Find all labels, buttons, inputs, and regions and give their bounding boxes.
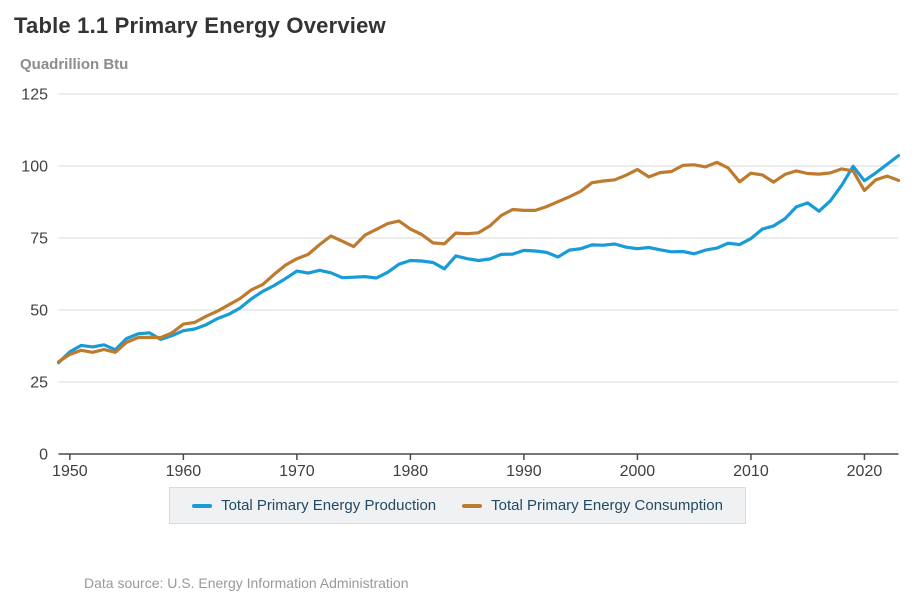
x-axis-tick-label: 1960 [166, 463, 202, 480]
x-axis-tick-label: 1950 [52, 463, 88, 480]
energy-overview-chart: 0 25 50 75 100 125 1950 1960 1970 1980 1990 2000 201… [21, 87, 901, 480]
x-axis-tick-label: 1970 [279, 463, 315, 480]
production-line-swatch [192, 503, 213, 508]
x-axis-tick-label: 2020 [847, 463, 883, 480]
y-axis-tick-label: 75 [30, 231, 48, 248]
legend-item-production[interactable]: Total Primary Energy Production [192, 497, 436, 514]
legend-label-consumption: Total Primary Energy Consumption [491, 497, 723, 514]
chart-legend: Total Primary Energy Production Total Pr… [0, 487, 915, 524]
legend-box: Total Primary Energy Production Total Pr… [169, 487, 746, 524]
chart-title: Table 1.1 Primary Energy Overview [14, 13, 386, 38]
x-axis-tick-label: 2000 [620, 463, 656, 480]
data-source-note: Data source: U.S. Energy Information Adm… [84, 575, 409, 591]
legend-item-consumption[interactable]: Total Primary Energy Consumption [462, 497, 723, 514]
y-axis-tick-label: 50 [30, 303, 48, 320]
x-axis-tick-label: 1990 [506, 463, 542, 480]
x-axis-tick-label: 2010 [733, 463, 769, 480]
consumption-line-swatch [462, 503, 483, 508]
y-axis-tick-label: 25 [30, 375, 48, 392]
consumption-line [56, 160, 901, 364]
units-label: Quadrillion Btu [20, 56, 129, 73]
production-line [56, 154, 901, 365]
y-axis-tick-label: 100 [21, 159, 48, 176]
y-axis-tick-label: 0 [39, 447, 48, 464]
x-axis-tick-label: 1980 [393, 463, 429, 480]
legend-label-production: Total Primary Energy Production [221, 497, 437, 514]
y-axis-tick-label: 125 [21, 87, 48, 104]
